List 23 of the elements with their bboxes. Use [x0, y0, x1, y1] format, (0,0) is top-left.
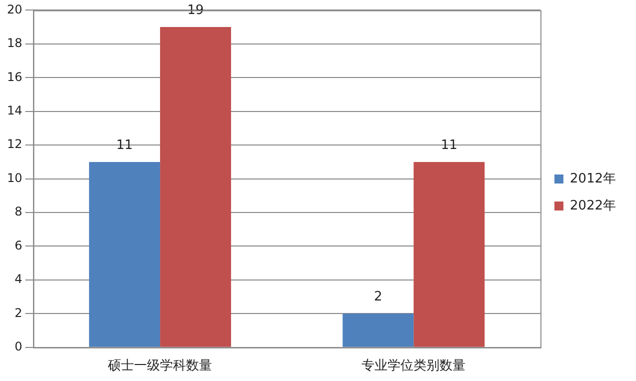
x-tick-label: 专业学位类别数量	[362, 358, 466, 374]
legend-label: 2022年	[570, 198, 616, 214]
y-tick-label: 20	[6, 2, 22, 16]
y-tick-label: 12	[6, 137, 22, 152]
bar	[414, 162, 485, 347]
y-tick-label: 18	[6, 36, 22, 50]
bar	[160, 27, 232, 347]
y-tick-label: 8	[14, 204, 22, 219]
data-label: 11	[440, 138, 458, 153]
bar	[342, 314, 414, 347]
y-tick-label: 0	[14, 340, 22, 354]
data-label: 11	[116, 138, 133, 153]
y-tick-label: 6	[14, 238, 22, 252]
y-tick-label: 2	[14, 306, 22, 320]
data-label: 2	[374, 290, 382, 305]
y-tick-label: 10	[6, 170, 22, 185]
y-tick-label: 16	[6, 70, 22, 84]
x-tick-label: 硕士一级学科数量	[107, 358, 212, 374]
legend-label: 2012年	[570, 171, 616, 186]
data-label: 19	[187, 2, 204, 18]
bar	[89, 162, 160, 347]
y-tick-label: 4	[14, 272, 22, 286]
y-tick-label: 14	[6, 103, 22, 118]
